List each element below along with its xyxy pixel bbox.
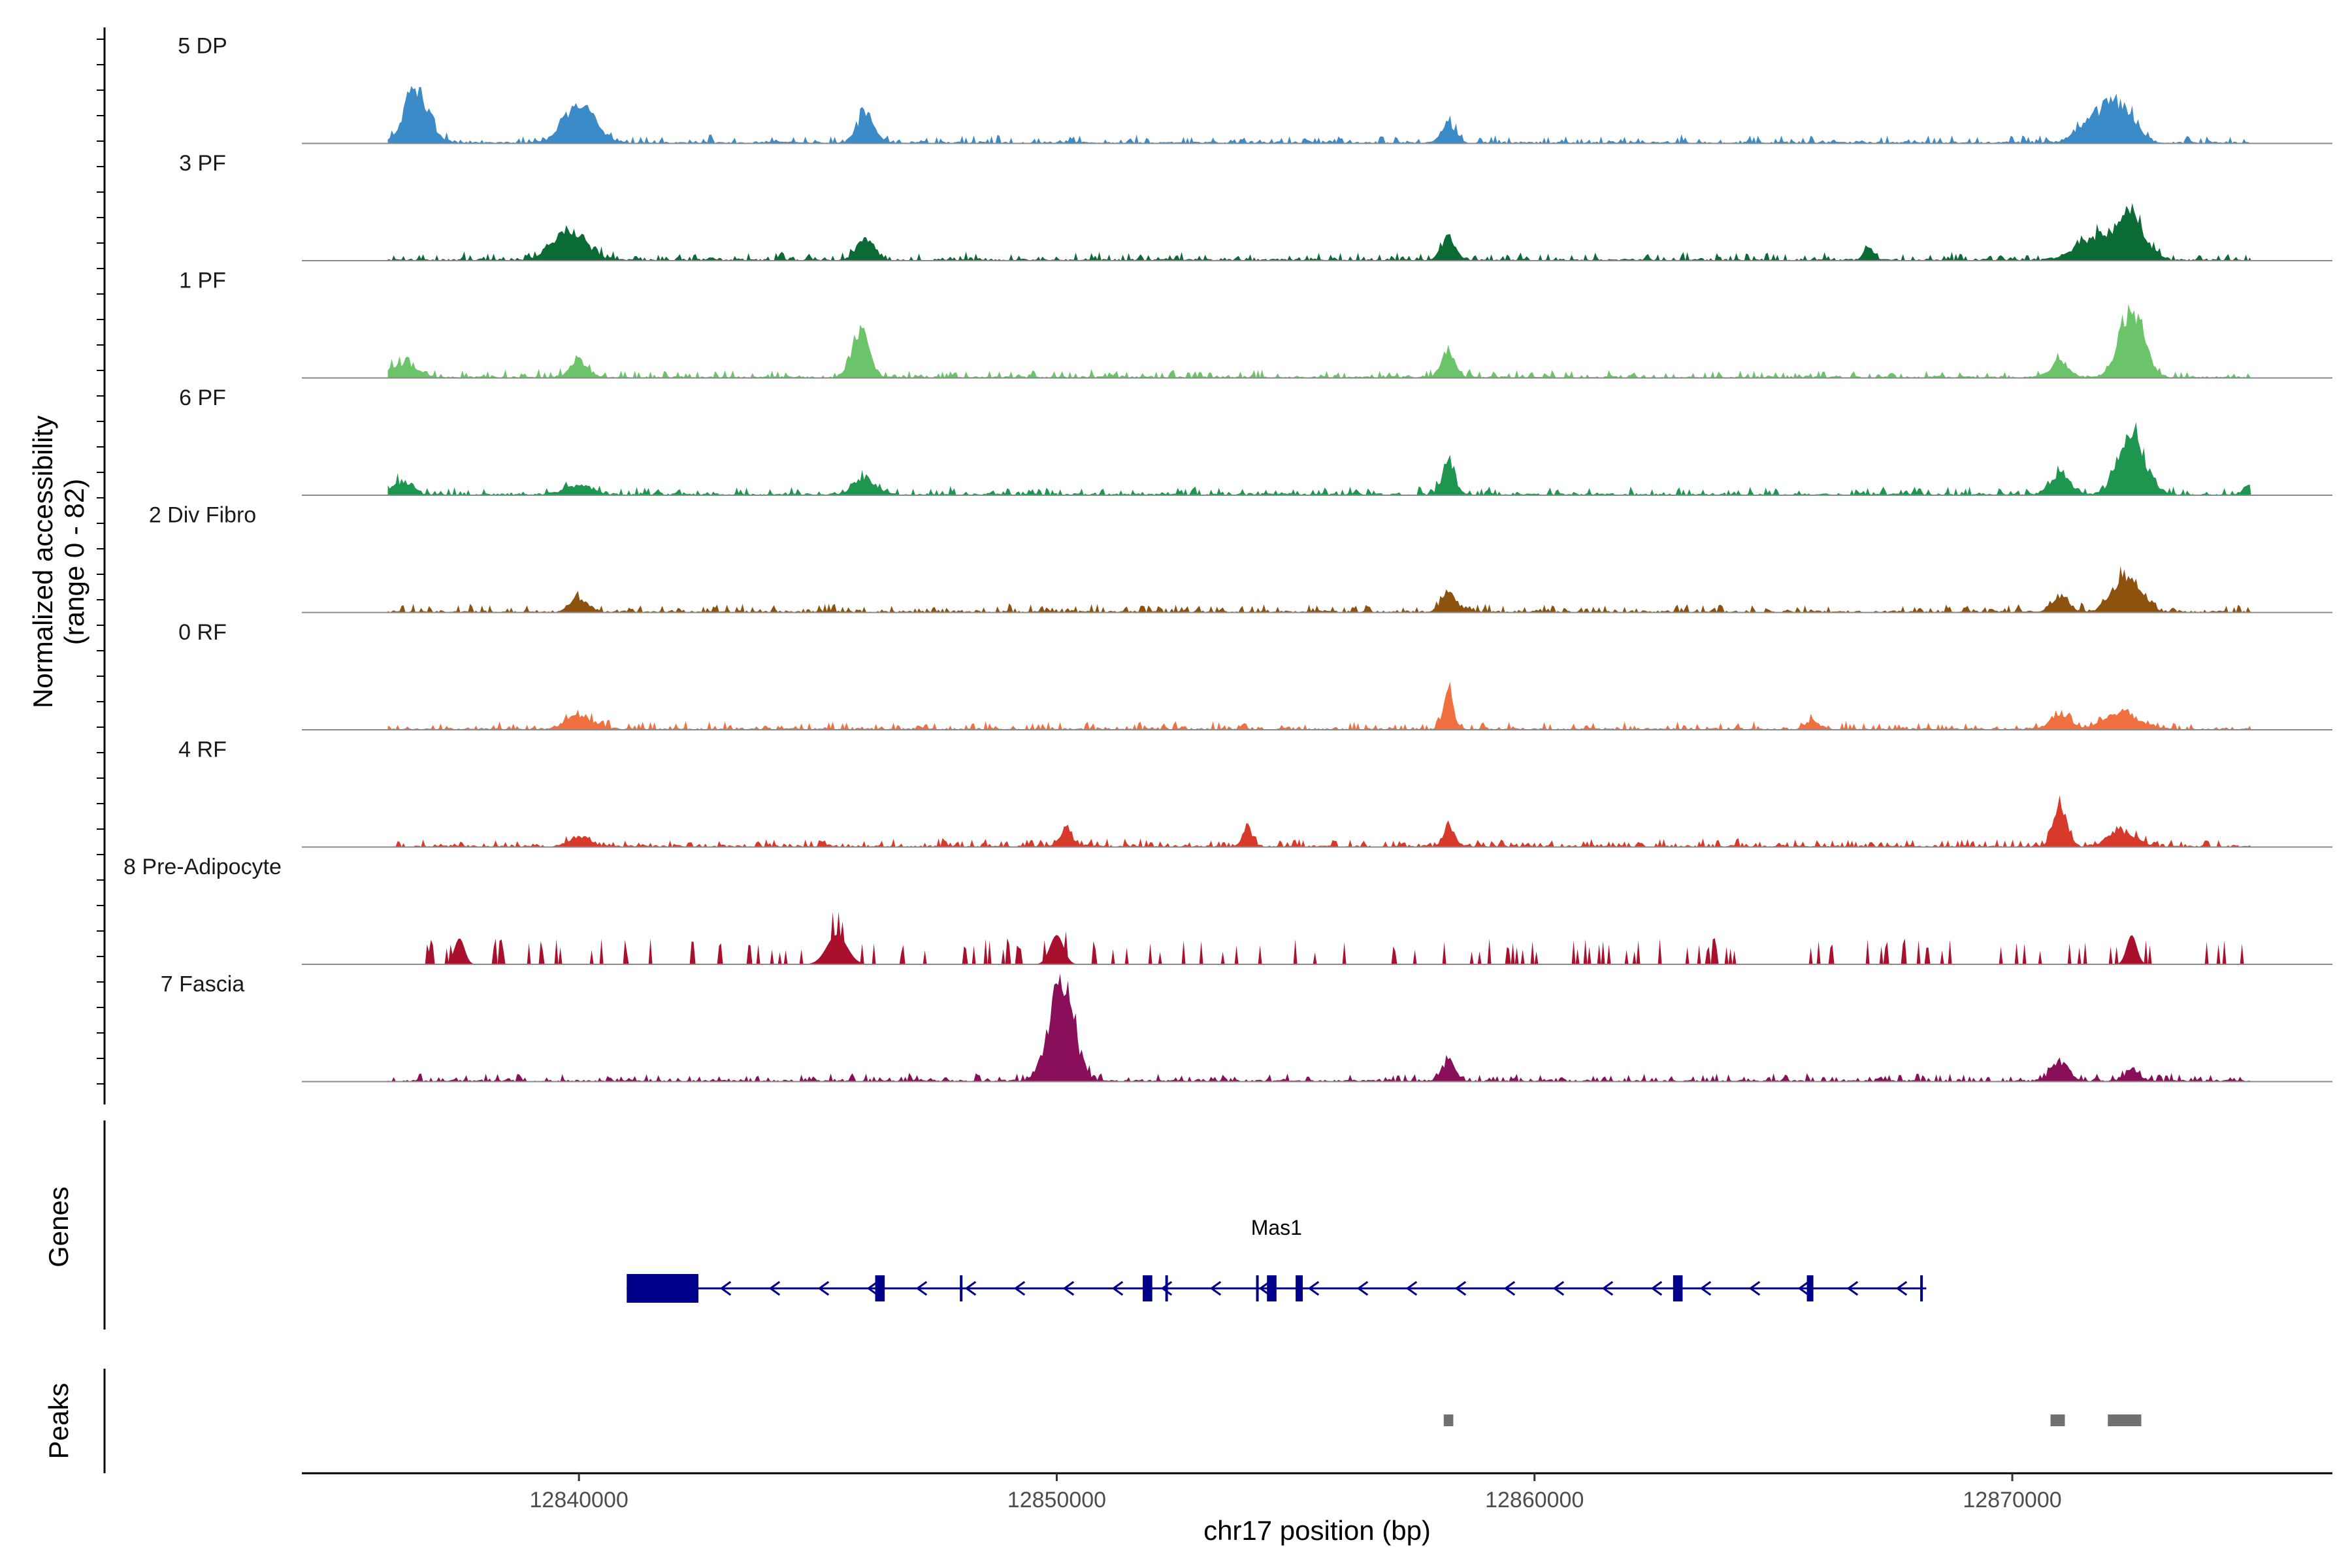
strand-arrow-9 [1160, 1281, 1173, 1296]
peak-region-1 [2050, 1414, 2065, 1426]
strand-arrow-21 [1748, 1281, 1761, 1296]
strand-arrow-14 [1405, 1281, 1418, 1296]
x-tick-label-12860000: 12860000 [1485, 1488, 1584, 1512]
y-axis-title-line-1: Normalized accessibility [27, 416, 58, 708]
x-axis-title: chr17 position (bp) [1203, 1515, 1431, 1546]
exon-small-2 [1256, 1275, 1259, 1301]
strand-arrow-20 [1699, 1281, 1712, 1296]
strand-arrow-24 [1895, 1281, 1908, 1296]
track-label-7-fascia: 7 Fascia [161, 972, 245, 996]
track-area-2-div-fibro [387, 566, 2251, 613]
exon-small-1 [1165, 1275, 1168, 1301]
track-3-pf: 3 PF [179, 151, 2332, 261]
track-label-2-div-fibro: 2 Div Fibro [149, 502, 256, 527]
strand-arrow-1 [768, 1281, 781, 1296]
y-axis-title-line-2: (range 0 - 82) [59, 479, 90, 645]
exon-5 [1673, 1275, 1683, 1301]
x-tick-label-12850000: 12850000 [1007, 1488, 1106, 1512]
strand-arrow-12 [1307, 1281, 1320, 1296]
x-tick-label-12840000: 12840000 [530, 1488, 629, 1512]
exon-2 [1143, 1275, 1152, 1301]
track-7-fascia: 7 Fascia [161, 972, 2332, 1083]
x-tick-label-12870000: 12870000 [1963, 1488, 2061, 1512]
track-4-rf: 4 RF [178, 737, 2332, 848]
exon-small-0 [960, 1275, 963, 1301]
genes-panel-title: Genes [43, 1186, 74, 1267]
coverage-tracks: 5 DP 3 PF 1 PF 6 PF 2 Div Fibro 0 RF 4 RF 8 Pre… [123, 33, 2332, 1083]
strand-arrow-0 [719, 1281, 732, 1296]
track-6-pf: 6 PF [179, 385, 2332, 496]
track-label-3-pf: 3 PF [179, 151, 226, 176]
track-area-8-pre-adipocyte [387, 911, 2251, 964]
track-area-4-rf [387, 795, 2251, 847]
strand-arrow-2 [817, 1281, 830, 1296]
exon-4 [1296, 1275, 1303, 1301]
track-label-1-pf: 1 PF [179, 268, 226, 293]
peaks-panel-title: Peaks [43, 1383, 74, 1460]
track-area-5-dp [387, 86, 2251, 144]
track-1-pf: 1 PF [179, 268, 2332, 379]
strand-arrow-13 [1356, 1281, 1369, 1296]
strand-arrow-8 [1111, 1281, 1124, 1296]
track-0-rf: 0 RF [178, 620, 2332, 730]
strand-arrow-19 [1650, 1281, 1663, 1296]
x-axis: 12840000 12850000 12860000 12870000 [302, 1472, 2332, 1512]
gene-annotation-panel: Mas1 [103, 1120, 1927, 1330]
track-area-1-pf [387, 304, 2251, 378]
strand-arrow-3 [866, 1281, 879, 1296]
strand-arrow-16 [1503, 1281, 1516, 1296]
strand-arrow-18 [1601, 1281, 1614, 1296]
track-area-7-fascia [387, 973, 2251, 1082]
track-area-0-rf [387, 681, 2251, 730]
strand-arrow-22 [1797, 1281, 1810, 1296]
track-label-4-rf: 4 RF [178, 737, 227, 762]
strand-arrow-17 [1552, 1281, 1565, 1296]
exon-1 [875, 1275, 885, 1301]
exon-0 [627, 1274, 698, 1303]
strand-arrow-23 [1846, 1281, 1859, 1296]
strand-arrow-6 [1013, 1281, 1026, 1296]
strand-arrow-11 [1258, 1281, 1271, 1296]
track-y-axis [97, 27, 106, 1105]
track-8-pre-adipocyte: 8 Pre-Adipocyte [123, 855, 2332, 965]
track-label-5-dp: 5 DP [178, 33, 227, 58]
track-2-div-fibro: 2 Div Fibro [149, 502, 2332, 613]
strand-arrow-5 [964, 1281, 977, 1296]
track-label-0-rf: 0 RF [178, 620, 227, 645]
strand-arrow-10 [1209, 1281, 1222, 1296]
strand-arrow-15 [1454, 1281, 1467, 1296]
track-area-3-pf [387, 203, 2251, 261]
exon-6 [1806, 1275, 1814, 1301]
peak-region-2 [2108, 1414, 2142, 1426]
peak-region-0 [1443, 1414, 1454, 1426]
strand-arrow-7 [1062, 1281, 1075, 1296]
exon-small-3 [1920, 1275, 1923, 1301]
track-5-dp: 5 DP [178, 33, 2332, 144]
gene-name-label: Mas1 [1251, 1216, 1302, 1239]
track-label-6-pf: 6 PF [179, 385, 226, 410]
track-label-8-pre-adipocyte: 8 Pre-Adipocyte [123, 855, 282, 879]
exon-3 [1267, 1275, 1277, 1301]
strand-arrow-4 [915, 1281, 928, 1296]
track-area-6-pf [387, 422, 2251, 495]
peak-regions-panel [103, 1369, 2142, 1473]
